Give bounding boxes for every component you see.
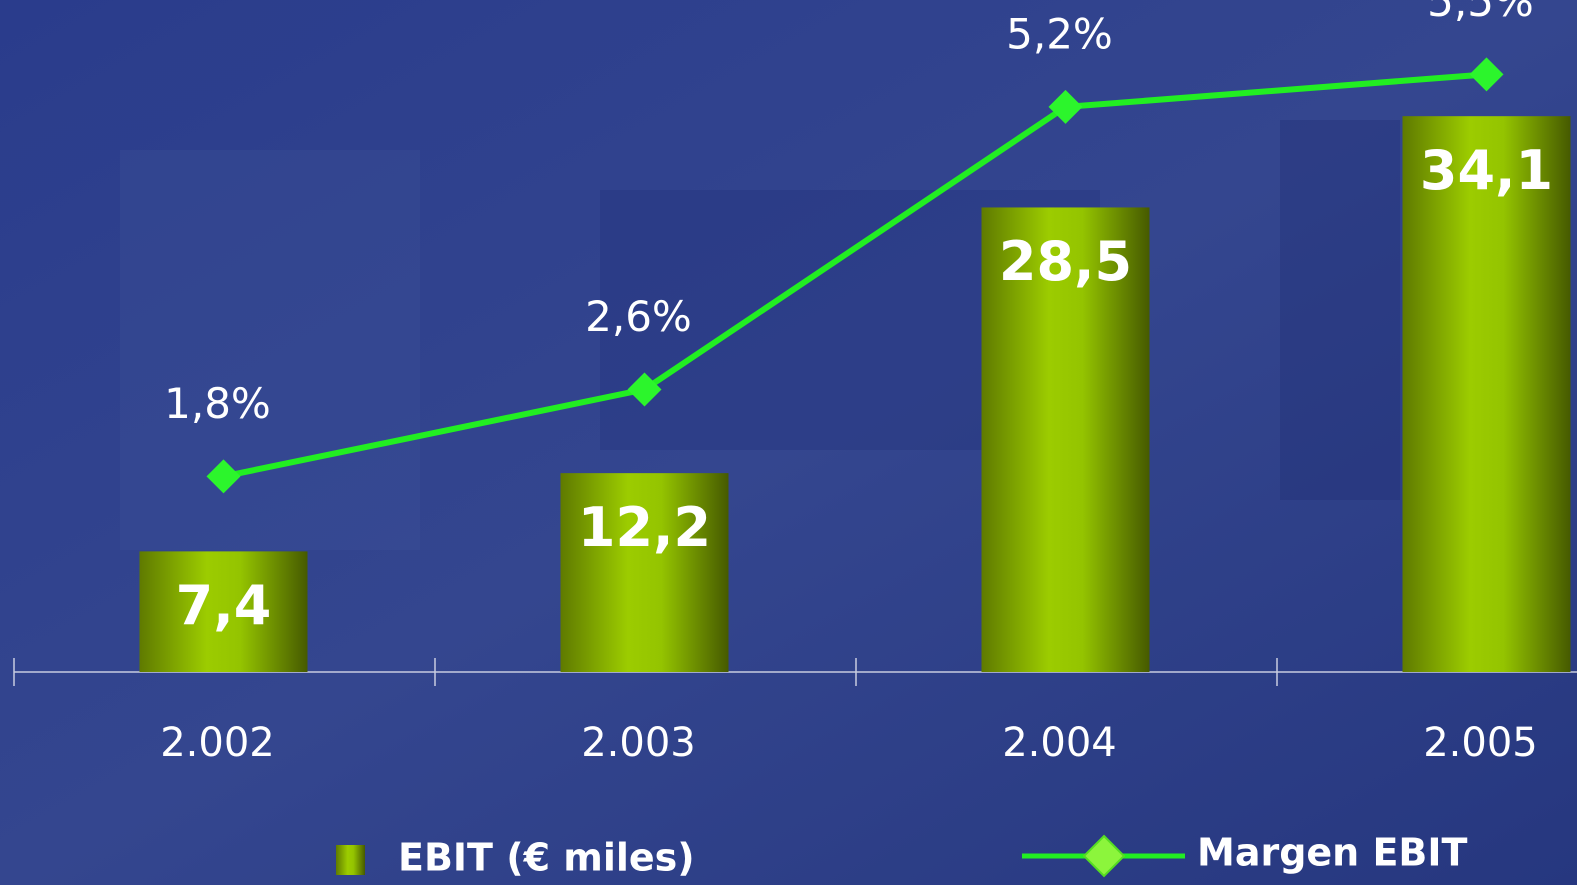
background-shape [1280, 120, 1400, 500]
line-marker [1048, 89, 1083, 124]
legend-marker [1082, 834, 1126, 878]
legend-swatch [336, 845, 365, 875]
legend-label: EBIT (€ miles) [398, 836, 695, 880]
bar [139, 551, 308, 672]
line-value-label: 5,5% [1427, 0, 1534, 26]
bar [1402, 116, 1571, 673]
line [222, 71, 1487, 480]
line-value-label: 5,2% [1006, 9, 1113, 58]
x-tick-label: 2.004 [1002, 720, 1117, 766]
bar-value-label: 28,5 [999, 230, 1132, 293]
bar [981, 207, 1150, 672]
line-marker [206, 459, 241, 494]
line-marker [627, 372, 662, 407]
legend-label: Margen EBIT [1197, 831, 1468, 875]
bar-value-label: 7,4 [176, 574, 272, 637]
bar [560, 473, 729, 672]
x-tick-label: 2.003 [581, 720, 696, 766]
bar-value-label: 12,2 [578, 496, 711, 559]
x-tick-label: 2.005 [1423, 720, 1538, 766]
bar-value-label: 34,1 [1420, 139, 1553, 202]
x-tick-label: 2.002 [160, 720, 275, 766]
line-value-label: 1,8% [164, 379, 271, 428]
line-marker [1469, 57, 1504, 92]
line-value-label: 2,6% [585, 292, 692, 341]
background-shape [120, 150, 420, 550]
